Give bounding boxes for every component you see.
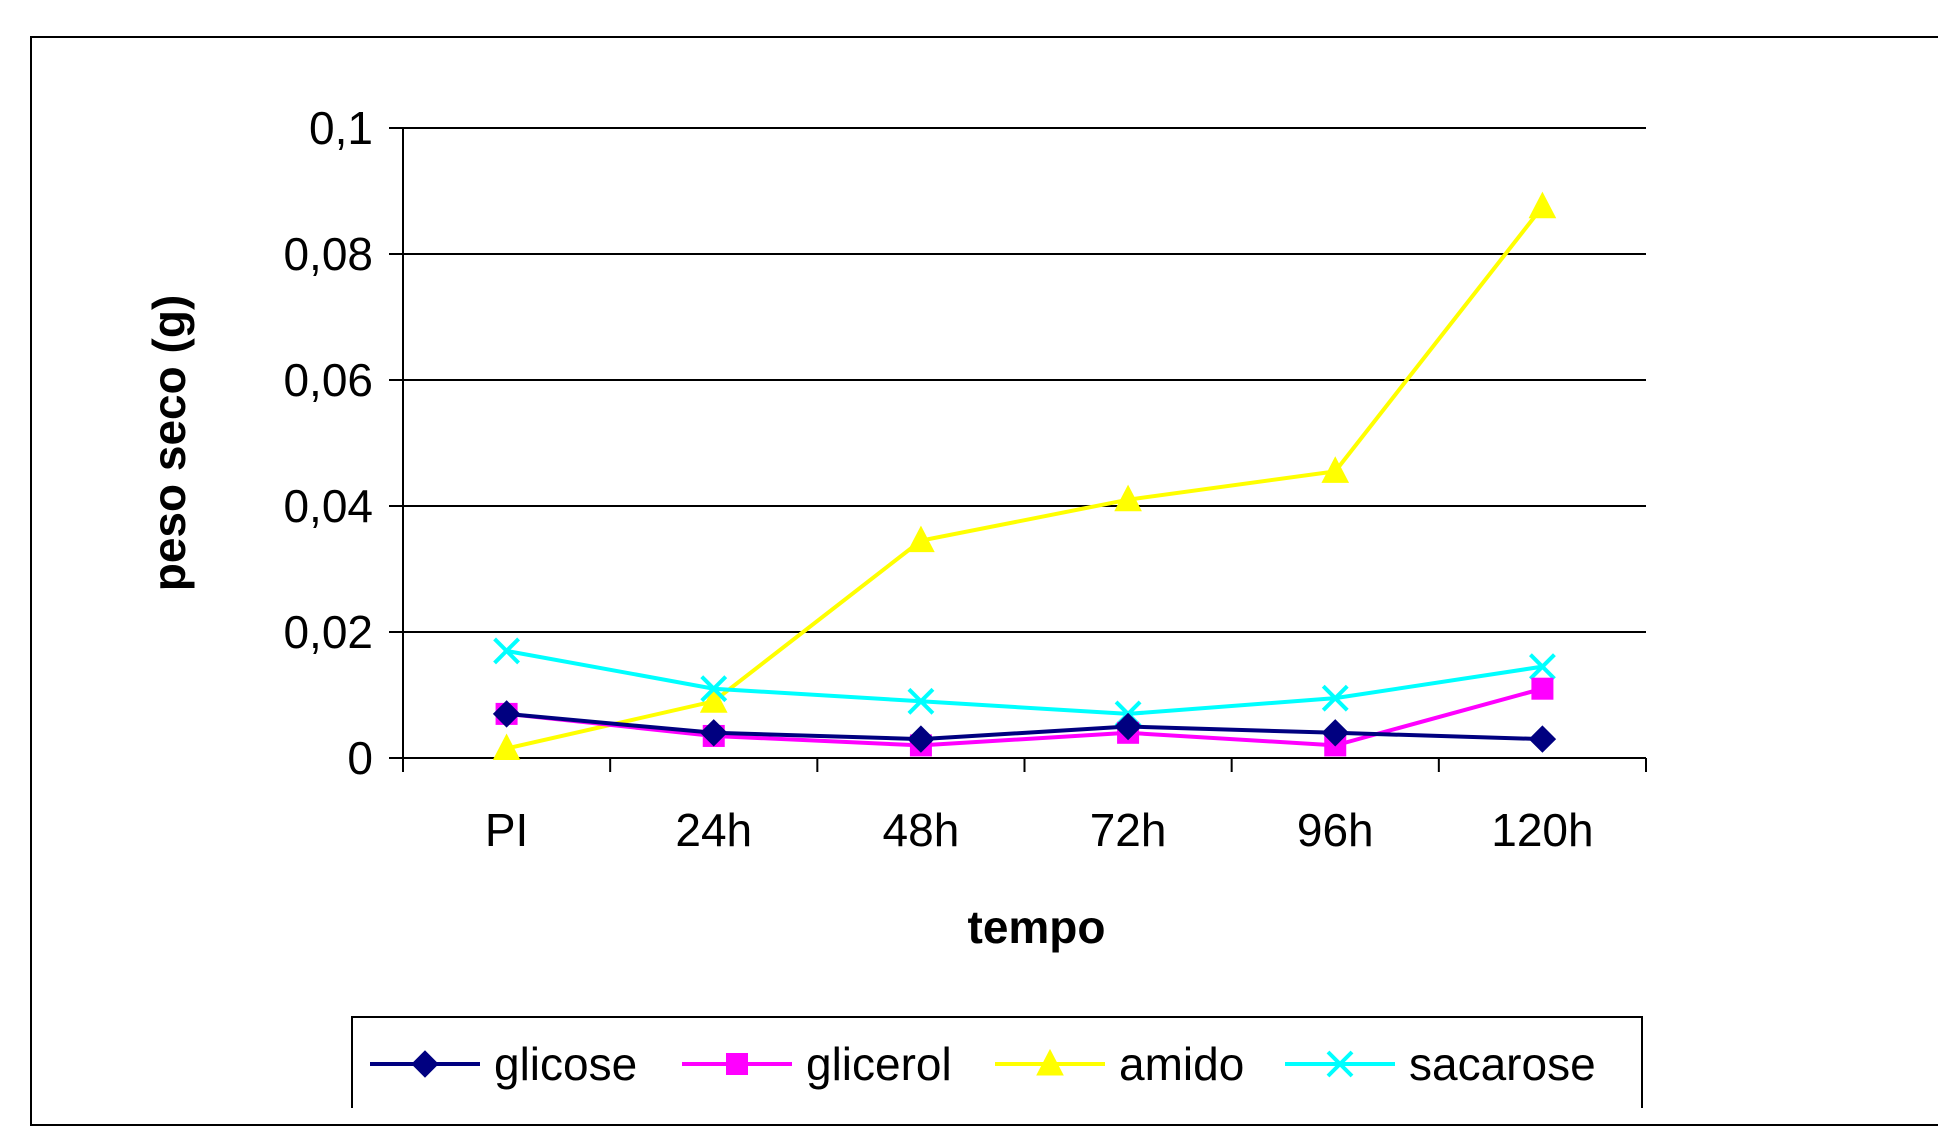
series-line-sacarose [506, 648, 1543, 716]
marker-stroke [1321, 684, 1349, 712]
data-point-sacarose [700, 675, 728, 703]
series-glicose [492, 700, 1557, 753]
data-point-sacarose [493, 637, 520, 665]
y-tick-label: 0,1 [309, 102, 373, 154]
data-point-amido [907, 525, 935, 553]
y-tick-label: 0,06 [283, 354, 373, 406]
axes: 0 0,02 0,04 0,06 0,08 0,1 PI 24h 48h 72h 96h 120h [283, 102, 1647, 856]
x-tick-label: 120h [1491, 804, 1593, 856]
legend-label: sacarose [1409, 1038, 1596, 1090]
y-tick-label: 0,04 [283, 480, 373, 532]
data-point-sacarose [1321, 684, 1349, 712]
marker-stroke [493, 637, 520, 665]
legend-entry-glicerol: glicerol [682, 1038, 952, 1090]
data-point-amido [1321, 456, 1350, 483]
y-axis-title: peso seco (g) [143, 295, 195, 592]
legend: glicose glicerol amido sacarose [351, 1016, 1643, 1108]
data-point-glicose [700, 719, 728, 747]
legend-marker [1036, 1048, 1064, 1076]
data-point-glicose [1528, 725, 1557, 753]
marker-stroke [700, 675, 728, 703]
x-axis-title: tempo [968, 901, 1106, 953]
data-point-amido [1528, 191, 1557, 219]
y-tick-label: 0 [347, 732, 373, 784]
series-line-glicose [506, 711, 1543, 742]
data-point-amido [1114, 484, 1142, 512]
data-point-sacarose [907, 687, 935, 715]
legend-label: glicerol [806, 1038, 952, 1090]
data-point-amido [492, 733, 521, 761]
legend-marker [726, 1053, 748, 1075]
data-point-amido [699, 686, 728, 713]
data-point-glicose [492, 700, 521, 728]
gridlines [403, 127, 1646, 633]
legend-label: amido [1119, 1038, 1244, 1090]
legend-label: glicose [494, 1038, 637, 1090]
x-tick-label: 48h [883, 804, 960, 856]
series-line-amido [506, 205, 1544, 751]
data-point-glicose [907, 725, 935, 753]
legend-entry-sacarose: sacarose [1285, 1038, 1596, 1090]
legend-marker [411, 1050, 439, 1078]
series-sacarose [493, 637, 1556, 728]
data-point-glicerol [1531, 677, 1554, 700]
series-amido [492, 191, 1557, 761]
series-line-glicerol [506, 686, 1543, 748]
legend-entry-glicose: glicose [370, 1038, 637, 1090]
x-tick-label: 72h [1090, 804, 1167, 856]
marker-stroke [907, 687, 935, 715]
y-tick-label: 0,02 [283, 606, 373, 658]
data-point-sacarose [1529, 653, 1556, 681]
legend-marker [1326, 1050, 1354, 1078]
legend-entry-amido: amido [995, 1038, 1244, 1090]
series-lines [492, 191, 1557, 761]
chart-area [30, 36, 1938, 1126]
y-tick-label: 0,08 [283, 228, 373, 280]
data-point-glicose [1114, 712, 1142, 741]
x-tick-label: 24h [675, 804, 752, 856]
x-tick-label: 96h [1297, 804, 1374, 856]
x-tick-label: PI [485, 804, 528, 856]
marker-stroke [1529, 653, 1556, 681]
marker-stroke [1326, 1050, 1354, 1078]
data-point-glicose [1321, 719, 1349, 747]
